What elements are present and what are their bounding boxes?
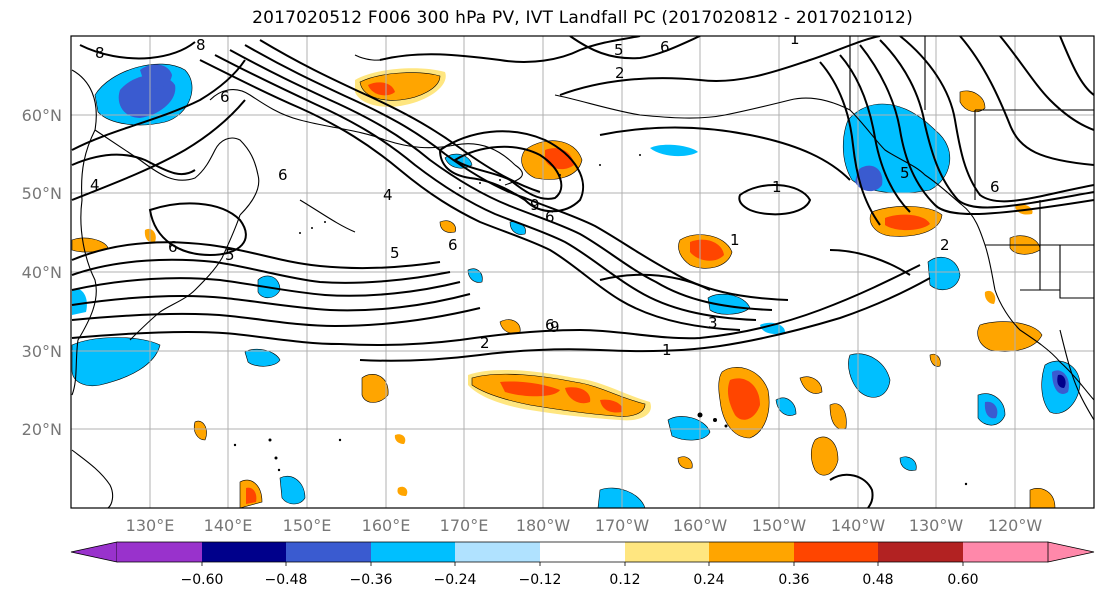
contour-label: 3 bbox=[708, 314, 718, 332]
contour-label: 9 bbox=[530, 196, 540, 214]
contour-label: 1 bbox=[730, 231, 740, 249]
lon-label: 170°W bbox=[595, 516, 650, 535]
colorbar-segment bbox=[371, 542, 455, 562]
colorbar-segment bbox=[625, 542, 709, 562]
lon-label: 140°E bbox=[204, 516, 253, 535]
colorbar-tick-label: 0.24 bbox=[693, 572, 724, 588]
colorbar-segment bbox=[117, 542, 202, 562]
colorbar-tick-label: 0.48 bbox=[862, 572, 893, 588]
islands bbox=[233, 154, 968, 486]
lon-label: 150°W bbox=[752, 516, 807, 535]
contour-label: 5 bbox=[225, 246, 235, 264]
coastlines bbox=[71, 36, 1094, 508]
colorbar-tick-label: −0.48 bbox=[265, 572, 308, 588]
colorbar-segment bbox=[540, 542, 625, 562]
colorbar-tick-label: 0.60 bbox=[947, 572, 978, 588]
lon-label: 140°W bbox=[831, 516, 886, 535]
contour-label: 6 bbox=[545, 316, 555, 334]
colorbar-tick-label: −0.36 bbox=[350, 572, 393, 588]
colorbar-segment bbox=[1047, 541, 1095, 563]
colorbar-segment bbox=[794, 542, 878, 562]
longitude-labels: 130°E 140°E 150°E 160°E 170°E 180°W 170°… bbox=[126, 516, 1043, 535]
colorbar-tick-label: −0.24 bbox=[434, 572, 477, 588]
contour-label: 1 bbox=[772, 178, 782, 196]
lon-label: 160°E bbox=[362, 516, 411, 535]
map-plot-area: 8 8 6 4 6 6 4 5 6 6 9 6 1 1 2 3 1 2 5 6 … bbox=[71, 30, 1094, 508]
contour-label: 5 bbox=[614, 41, 624, 59]
colorbar-segment bbox=[286, 542, 371, 562]
contour-label: 1 bbox=[662, 341, 672, 359]
latitude-labels: 60°N 50°N 40°N 30°N 20°N bbox=[22, 106, 62, 439]
contour-label: 5 bbox=[390, 244, 400, 262]
colorbar-segment bbox=[70, 541, 118, 563]
colorbar: −0.60 −0.48 −0.36 −0.24 −0.12 0.12 0.24 … bbox=[70, 541, 1095, 588]
map-title: 2017020512 F006 300 hPa PV, IVT Landfall… bbox=[252, 8, 913, 28]
lon-label: 130°E bbox=[126, 516, 175, 535]
contour-label: 2 bbox=[615, 64, 625, 82]
contour-label: 6 bbox=[660, 38, 670, 56]
lon-label: 170°E bbox=[440, 516, 489, 535]
contour-label: 2 bbox=[940, 236, 950, 254]
map-frame bbox=[70, 35, 1095, 509]
contour-label: 8 bbox=[196, 36, 206, 54]
lon-label: 150°E bbox=[283, 516, 332, 535]
contour-label: 6 bbox=[990, 178, 1000, 196]
colorbar-segment bbox=[709, 542, 794, 562]
contour-label: 4 bbox=[383, 186, 393, 204]
colorbar-segment bbox=[878, 542, 963, 562]
lon-label: 130°W bbox=[909, 516, 964, 535]
colorbar-segment bbox=[202, 542, 286, 562]
lon-label: 180°W bbox=[516, 516, 571, 535]
contour-label: 6 bbox=[278, 166, 288, 184]
contour-label: 2 bbox=[480, 334, 490, 352]
contour-label: 9 bbox=[550, 318, 560, 336]
pv-shading bbox=[71, 63, 1081, 508]
colorbar-tick-label: −0.60 bbox=[181, 572, 224, 588]
lat-label: 50°N bbox=[22, 184, 62, 203]
contour-label: 6 bbox=[168, 238, 178, 256]
lat-label: 20°N bbox=[22, 420, 62, 439]
contour-label: 5 bbox=[900, 164, 910, 182]
contour-label: 4 bbox=[90, 176, 100, 194]
colorbar-tick-label: 0.12 bbox=[609, 572, 640, 588]
lon-label: 160°W bbox=[673, 516, 728, 535]
colorbar-tick-label: 0.36 bbox=[778, 572, 809, 588]
lat-label: 40°N bbox=[22, 263, 62, 282]
lat-label: 60°N bbox=[22, 106, 62, 125]
colorbar-segment bbox=[963, 542, 1048, 562]
colorbar-tick-label: −0.12 bbox=[519, 572, 562, 588]
contour-labels: 8 8 6 4 6 6 4 5 6 6 9 6 1 1 2 3 1 2 5 6 … bbox=[90, 30, 1000, 359]
lon-label: 120°W bbox=[988, 516, 1043, 535]
colorbar-segment bbox=[455, 542, 540, 562]
contour-label: 6 bbox=[545, 208, 555, 226]
contour-label: 6 bbox=[448, 236, 458, 254]
contour-label: 8 bbox=[95, 44, 105, 62]
lat-label: 30°N bbox=[22, 342, 62, 361]
contour-label: 6 bbox=[220, 88, 230, 106]
contour-label: 1 bbox=[790, 30, 800, 48]
pv-contours bbox=[71, 36, 1094, 508]
